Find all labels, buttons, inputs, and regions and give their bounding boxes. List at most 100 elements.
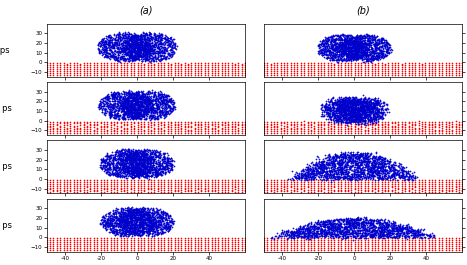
- Point: [332, 41, 339, 45]
- Point: [310, 173, 317, 177]
- Point: [334, 105, 342, 110]
- Point: [139, 226, 146, 230]
- Point: [139, 229, 147, 233]
- Point: [119, 210, 127, 214]
- Point: [418, 120, 426, 124]
- Point: [153, 175, 160, 179]
- Point: [341, 230, 349, 234]
- Point: [347, 48, 354, 53]
- Point: [321, 123, 328, 128]
- Point: [356, 174, 363, 178]
- Point: [374, 115, 382, 119]
- Point: [354, 226, 362, 230]
- Point: [127, 226, 135, 231]
- Point: [340, 108, 348, 112]
- Point: [330, 219, 337, 223]
- Point: [149, 108, 156, 112]
- Point: [160, 211, 168, 215]
- Point: [146, 101, 154, 105]
- Point: [371, 36, 379, 40]
- Point: [149, 153, 157, 158]
- Point: [361, 119, 369, 123]
- Point: [327, 223, 335, 227]
- Point: [388, 61, 396, 65]
- Point: [152, 221, 159, 225]
- Point: [354, 106, 362, 110]
- Point: [119, 214, 127, 218]
- Point: [366, 232, 374, 236]
- Point: [328, 175, 336, 180]
- Point: [106, 219, 114, 223]
- Point: [133, 47, 140, 51]
- Point: [304, 121, 311, 126]
- Point: [260, 129, 268, 134]
- Point: [323, 56, 331, 60]
- Point: [155, 166, 163, 170]
- Point: [375, 164, 382, 168]
- Point: [114, 33, 121, 37]
- Point: [50, 63, 57, 67]
- Point: [101, 226, 109, 230]
- Point: [344, 188, 352, 192]
- Point: [154, 51, 162, 55]
- Point: [140, 112, 148, 117]
- Point: [355, 40, 362, 44]
- Point: [228, 184, 235, 188]
- Point: [347, 106, 354, 110]
- Point: [353, 234, 361, 238]
- Point: [297, 224, 304, 228]
- Point: [340, 50, 347, 55]
- Point: [395, 172, 403, 176]
- Point: [363, 107, 370, 111]
- Point: [146, 42, 153, 46]
- Point: [366, 223, 374, 227]
- Point: [153, 174, 160, 179]
- Point: [342, 162, 350, 167]
- Point: [134, 105, 142, 110]
- Point: [354, 102, 361, 107]
- Point: [342, 226, 349, 231]
- Point: [108, 94, 116, 98]
- Point: [341, 113, 349, 117]
- Point: [235, 236, 242, 240]
- Point: [107, 112, 114, 117]
- Point: [331, 123, 338, 128]
- Point: [146, 166, 153, 170]
- Point: [341, 69, 348, 73]
- Point: [124, 209, 132, 213]
- Point: [318, 42, 325, 46]
- Point: [369, 51, 377, 55]
- Point: [299, 175, 306, 179]
- Point: [142, 173, 149, 177]
- Point: [335, 155, 343, 160]
- Point: [143, 103, 151, 108]
- Point: [367, 40, 374, 44]
- Point: [106, 222, 113, 226]
- Point: [120, 97, 128, 101]
- Point: [345, 99, 353, 103]
- Point: [334, 240, 341, 244]
- Point: [106, 220, 114, 224]
- Point: [375, 110, 382, 114]
- Point: [386, 231, 394, 235]
- Point: [322, 223, 329, 227]
- Point: [324, 246, 332, 250]
- Point: [143, 107, 150, 111]
- Point: [340, 101, 347, 106]
- Point: [359, 108, 367, 113]
- Point: [138, 152, 145, 157]
- Point: [396, 175, 403, 179]
- Point: [357, 98, 364, 102]
- Point: [418, 246, 426, 250]
- Point: [125, 153, 133, 157]
- Point: [146, 166, 154, 171]
- Point: [287, 125, 295, 130]
- Point: [134, 208, 142, 212]
- Point: [379, 100, 387, 104]
- Point: [136, 47, 144, 52]
- Point: [102, 46, 109, 51]
- Point: [133, 172, 141, 176]
- Point: [358, 232, 366, 236]
- Point: [343, 117, 351, 121]
- Point: [147, 156, 154, 161]
